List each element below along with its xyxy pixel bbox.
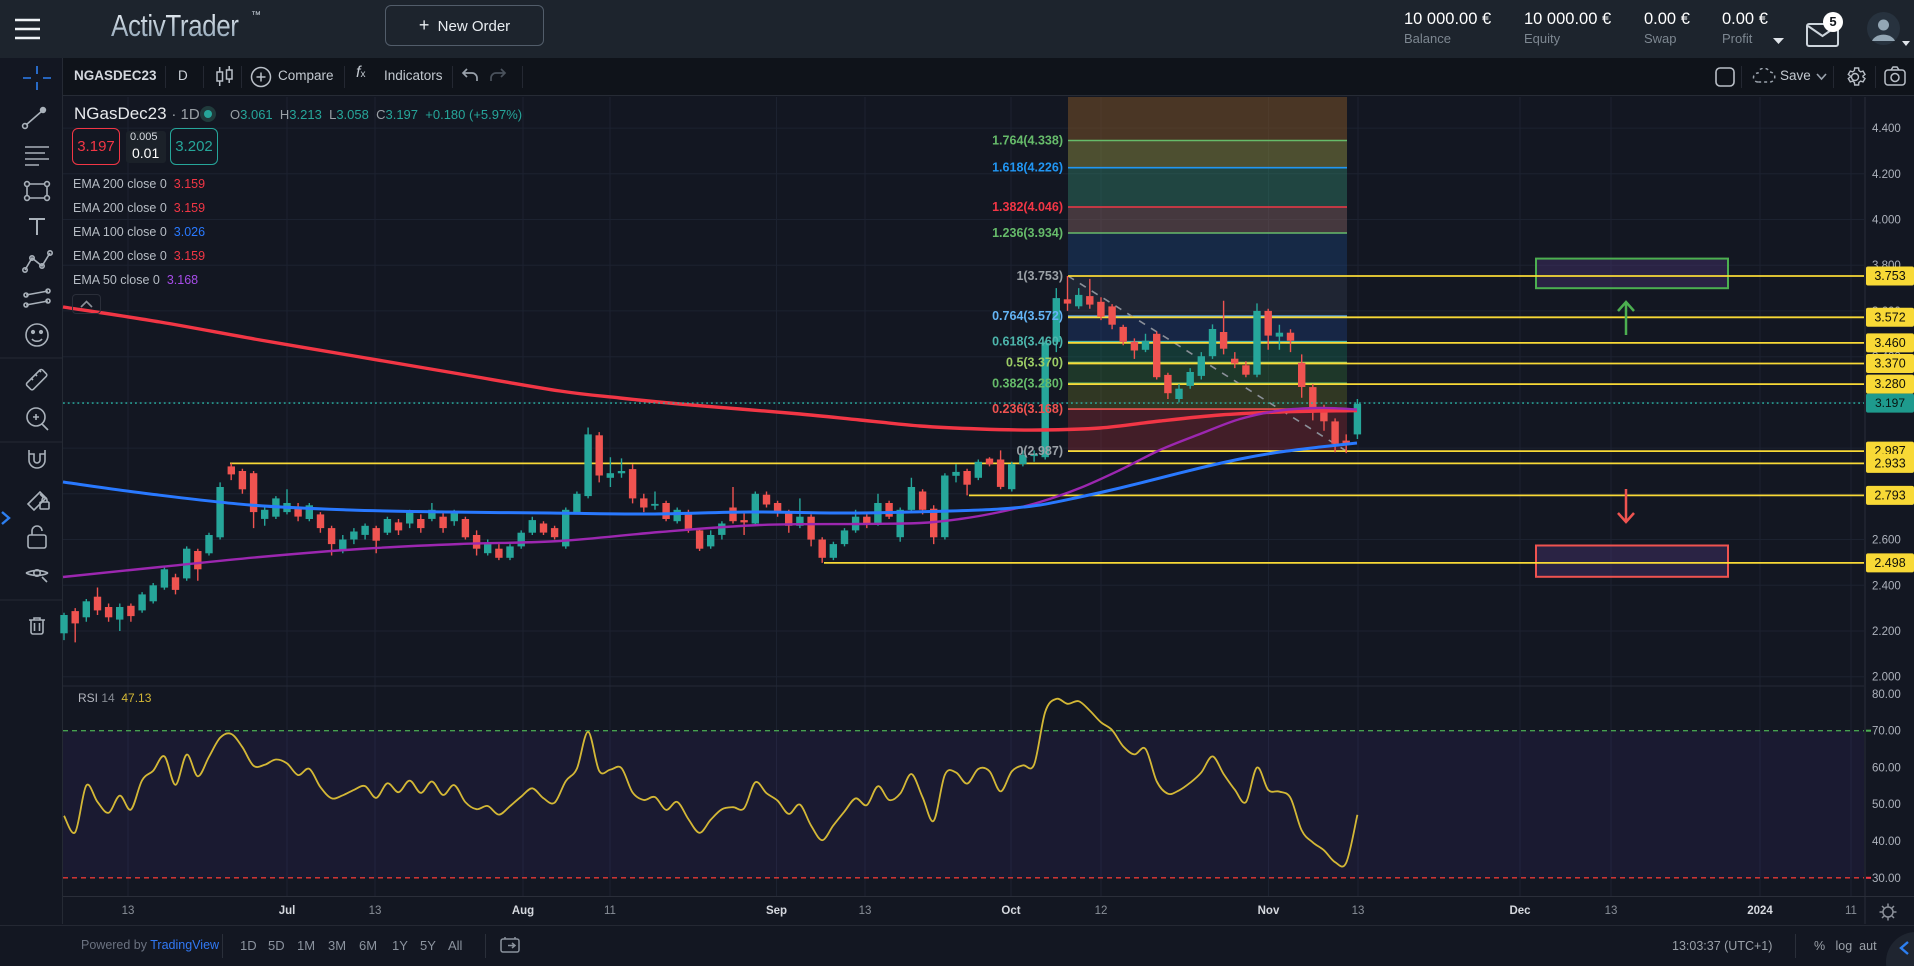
svg-text:13: 13: [122, 905, 135, 917]
svg-text:70.00: 70.00: [1872, 726, 1901, 738]
svg-text:2.600: 2.600: [1872, 535, 1901, 547]
svg-text:3.280: 3.280: [1874, 377, 1905, 391]
svg-text:1.764(4.338): 1.764(4.338): [992, 134, 1063, 148]
svg-text:2.200: 2.200: [1872, 626, 1901, 638]
svg-text:0.236(3.168): 0.236(3.168): [992, 402, 1063, 416]
svg-text:13: 13: [369, 905, 382, 917]
svg-text:11: 11: [604, 905, 616, 917]
svg-text:40.00: 40.00: [1872, 836, 1901, 848]
svg-text:1.236(3.934): 1.236(3.934): [992, 226, 1063, 240]
svg-text:4.400: 4.400: [1872, 123, 1901, 135]
svg-text:Oct: Oct: [1001, 905, 1020, 917]
svg-text:3.197: 3.197: [1875, 396, 1905, 410]
svg-text:4.200: 4.200: [1872, 169, 1901, 181]
svg-text:1(3.753): 1(3.753): [1016, 269, 1063, 283]
svg-text:Aug: Aug: [512, 905, 534, 917]
svg-text:60.00: 60.00: [1872, 763, 1901, 775]
svg-text:Dec: Dec: [1509, 905, 1531, 917]
svg-text:Jul: Jul: [279, 905, 296, 917]
svg-text:3.572: 3.572: [1874, 310, 1905, 324]
svg-text:0.5(3.370): 0.5(3.370): [1006, 356, 1063, 370]
svg-text:0.618(3.460): 0.618(3.460): [992, 335, 1063, 349]
svg-text:Sep: Sep: [766, 905, 787, 917]
svg-text:2.793: 2.793: [1874, 488, 1905, 502]
svg-text:2024: 2024: [1747, 905, 1773, 917]
svg-text:30.00: 30.00: [1872, 873, 1901, 885]
svg-text:0(2.987): 0(2.987): [1016, 444, 1063, 458]
svg-text:0.764(3.572): 0.764(3.572): [992, 309, 1063, 323]
svg-text:3.753: 3.753: [1874, 269, 1905, 283]
svg-text:80.00: 80.00: [1872, 689, 1901, 701]
svg-text:2.498: 2.498: [1874, 556, 1905, 570]
svg-text:13: 13: [859, 905, 872, 917]
svg-text:50.00: 50.00: [1872, 799, 1901, 811]
svg-text:Nov: Nov: [1258, 905, 1280, 917]
svg-text:3.460: 3.460: [1874, 336, 1905, 350]
svg-text:4.000: 4.000: [1872, 215, 1901, 227]
svg-text:1.382(4.046): 1.382(4.046): [992, 200, 1063, 214]
svg-text:2.400: 2.400: [1872, 580, 1901, 592]
svg-text:12: 12: [1095, 905, 1108, 917]
svg-text:3.370: 3.370: [1874, 357, 1905, 371]
svg-text:13: 13: [1352, 905, 1365, 917]
svg-text:0.382(3.280): 0.382(3.280): [992, 376, 1063, 390]
svg-text:11: 11: [1845, 905, 1857, 917]
svg-text:2.000: 2.000: [1872, 672, 1901, 684]
svg-text:2.933: 2.933: [1874, 456, 1905, 470]
svg-text:13: 13: [1605, 905, 1618, 917]
svg-text:1.618(4.226): 1.618(4.226): [992, 161, 1063, 175]
